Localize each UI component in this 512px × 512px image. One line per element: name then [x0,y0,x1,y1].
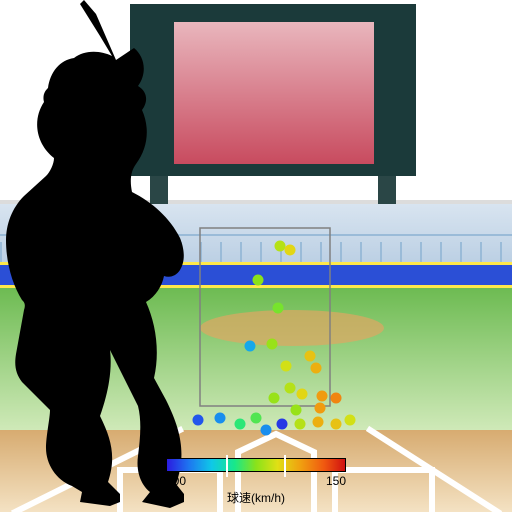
legend-gradient-bar [166,458,346,472]
legend-tick-min: 100 [166,474,186,488]
legend-tick-max: 150 [326,474,346,488]
legend-ticks: 100 150 [166,474,346,488]
legend-title: 球速(km/h) [166,489,346,506]
pitch-location-chart [0,0,512,512]
colormap-legend: 100 150 球速(km/h) [166,458,346,506]
